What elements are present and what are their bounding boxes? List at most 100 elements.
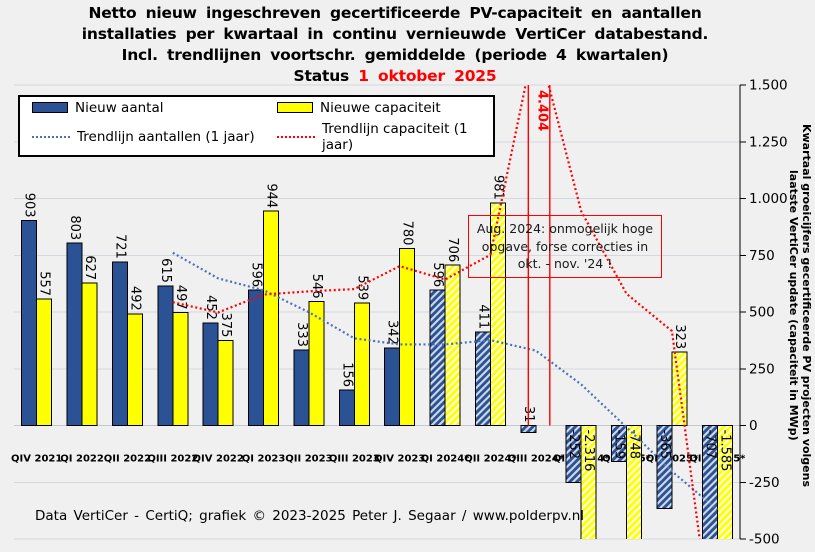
bar-value-label: 546 xyxy=(309,274,324,299)
bar-capaciteit xyxy=(172,312,189,426)
legend-item-trendlijn-capaciteit: Trendlijn capaciteit (1 jaar) xyxy=(277,121,493,153)
bar-capaciteit xyxy=(263,210,280,426)
bar-value-label: 596 xyxy=(249,262,264,287)
bar-value-label: 627 xyxy=(82,255,97,280)
correction-annotation: Aug. 2024: onmogelijk hoge opgave, forse… xyxy=(468,215,662,278)
bar-value-label: 981 xyxy=(490,175,505,200)
bar-aantal xyxy=(202,322,219,426)
y-tick-label: -500 xyxy=(749,532,780,548)
legend-item-trendlijn-aantallen: Trendlijn aantallen (1 jaar) xyxy=(32,121,277,153)
y-axis-title-line1: Kwartaal groeicijfers gecertificeerde PV… xyxy=(800,123,813,487)
bar-value-label: 780 xyxy=(400,221,415,246)
bar-aantal xyxy=(429,289,446,427)
bar-aantal xyxy=(248,289,265,427)
bar-value-label: -707 xyxy=(702,430,717,460)
annotation-line3: okt. - nov. '24 ! xyxy=(517,256,613,272)
chart-title-line1: Netto nieuw ingeschreven gecertificeerde… xyxy=(88,4,702,22)
bar-capaciteit xyxy=(489,202,506,426)
offscale-value-label: 4.404 xyxy=(534,90,549,131)
x-axis-label: QIII 2022 xyxy=(147,454,198,465)
y-tick-label: -250 xyxy=(749,475,780,491)
bar-value-label: 492 xyxy=(127,286,142,311)
bar-capaciteit xyxy=(716,425,733,539)
y-axis-title-line2: laatste VertiCer update (capaciteit in M… xyxy=(787,169,800,441)
bar-value-label: 539 xyxy=(354,275,369,300)
chart-title: Netto nieuw ingeschreven gecertificeerde… xyxy=(0,3,790,87)
legend-item-nieuw-aantal: Nieuw aantal xyxy=(32,100,277,116)
y-tick-label: 0 xyxy=(749,418,758,434)
y-tick-label: 1.000 xyxy=(749,191,788,207)
credit-text: Data VertiCer - CertiQ; grafiek © 2023-2… xyxy=(35,508,585,524)
chart-status-line: Status 1 oktober 2025 xyxy=(0,66,790,87)
bar-value-label: -1.585 xyxy=(717,430,732,472)
bar-value-label: 342 xyxy=(385,320,400,345)
bar-aantal xyxy=(656,425,673,509)
bar-capaciteit xyxy=(444,264,461,426)
bar-aantal xyxy=(21,220,38,426)
bar-value-label: 615 xyxy=(158,258,173,283)
y-tick-label: 500 xyxy=(749,305,775,321)
bar-value-label: 497 xyxy=(173,285,188,310)
bar-capaciteit xyxy=(353,302,370,426)
legend-swatch-blue-dotted-line xyxy=(32,135,70,138)
x-axis-label: QII 2024* xyxy=(464,454,517,465)
bar-capaciteit xyxy=(126,313,143,427)
chart-legend: Nieuw aantal Nieuwe capaciteit Trendlijn… xyxy=(18,95,495,157)
bar-value-label: -365 xyxy=(657,430,672,460)
x-axis-label: QIII 2024* xyxy=(508,454,565,465)
legend-swatch-blue-bar xyxy=(32,102,68,113)
bar-aantal xyxy=(293,349,310,426)
x-axis-label: QI 2022 xyxy=(60,454,104,465)
x-axis-label: QIV 2021 xyxy=(11,454,62,465)
bar-value-label: 452 xyxy=(203,295,218,320)
bar-aantal xyxy=(520,425,537,434)
bar-value-label: 903 xyxy=(22,193,37,218)
bar-aantal xyxy=(384,347,401,426)
legend-item-nieuwe-capaciteit: Nieuwe capaciteit xyxy=(277,100,493,116)
legend-swatch-yellow-bar xyxy=(277,102,313,113)
y-tick-label: 1.500 xyxy=(749,78,788,94)
bar-aantal xyxy=(338,389,355,427)
status-label: Status xyxy=(293,67,350,85)
x-axis-label: QI 2023 xyxy=(242,454,286,465)
bar-capaciteit xyxy=(217,339,234,426)
bar-aantal xyxy=(111,261,128,427)
bar-value-label: 944 xyxy=(264,183,279,208)
x-axis-label: QII 2023 xyxy=(285,454,332,465)
bar-value-label: -159 xyxy=(612,430,627,460)
bar-value-label: 803 xyxy=(67,215,82,240)
y-tick-label: 1.250 xyxy=(749,134,788,150)
y-tick-label: 250 xyxy=(749,361,775,377)
legend-swatch-red-dotted-line xyxy=(277,135,315,138)
bar-capaciteit xyxy=(580,425,597,539)
bar-value-label: -748 xyxy=(627,430,642,460)
bar-value-label: 596 xyxy=(430,262,445,287)
bar-capaciteit xyxy=(36,298,53,427)
x-axis-label: QII 2022 xyxy=(104,454,151,465)
legend-label: Nieuw aantal xyxy=(75,99,164,116)
y-axis-title: Kwartaal groeicijfers gecertificeerde PV… xyxy=(787,72,813,538)
bar-value-label: 375 xyxy=(218,313,233,338)
bars-group xyxy=(21,202,733,539)
bar-capaciteit xyxy=(81,282,98,426)
annotation-line2: opgave, forse correcties in xyxy=(481,238,649,254)
status-date: 1 oktober 2025 xyxy=(358,67,497,85)
y-tick-label: 750 xyxy=(749,248,775,264)
x-axis-label: QIV 2022 xyxy=(193,454,244,465)
x-axis-label: QIV 2023 xyxy=(374,454,425,465)
legend-label: Trendlijn aantallen (1 jaar) xyxy=(77,128,255,145)
legend-label: Trendlijn capaciteit (1 jaar) xyxy=(322,120,468,153)
bar-aantal xyxy=(66,242,83,426)
x-axis-label: QI 2024* xyxy=(421,454,471,465)
bar-aantal xyxy=(474,331,491,426)
bar-value-label: 333 xyxy=(294,322,309,347)
legend-label: Nieuwe capaciteit xyxy=(320,99,441,116)
bar-value-label: 721 xyxy=(112,234,127,259)
bar-value-label: 706 xyxy=(445,237,460,262)
annotation-line1: Aug. 2024: onmogelijk hoge xyxy=(476,220,654,236)
bar-value-label: 156 xyxy=(339,362,354,387)
x-axis-label: QIII 2023 xyxy=(329,454,380,465)
chart-title-line2: installaties per kwartaal in continu ver… xyxy=(81,25,709,43)
